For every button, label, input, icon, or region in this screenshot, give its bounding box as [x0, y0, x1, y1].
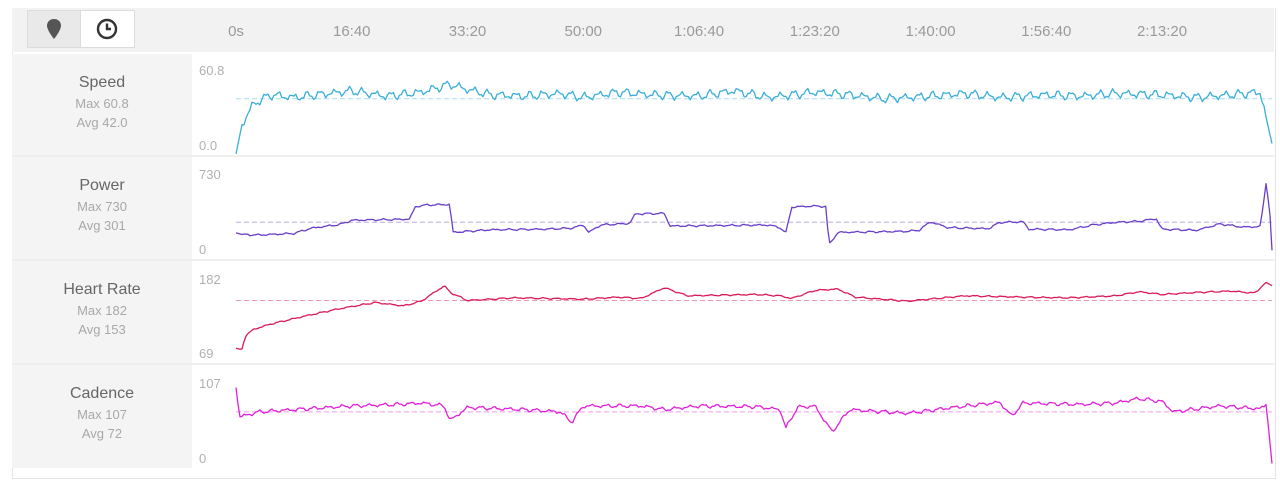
metric-avg: Avg 72 [81, 426, 123, 441]
speed-y-min-label: 0.0 [199, 138, 218, 153]
power-y-max-label: 730 [199, 167, 221, 182]
speed-metric-summary: Speed Max 60.8 Avg 42.0 [12, 54, 192, 155]
power-metric-summary: Power Max 730 Avg 301 [12, 157, 192, 259]
speed-y-max-label: 60.8 [199, 63, 225, 78]
heart-rate-plot-area[interactable] [192, 261, 1274, 363]
metric-name: Power [79, 177, 125, 194]
power-series-line [235, 183, 1273, 251]
clock-icon [96, 18, 118, 40]
power-plot-area[interactable] [192, 157, 1274, 259]
x-tick-label: 50:00 [564, 23, 603, 40]
row-divider [12, 155, 1274, 157]
x-tick-label: 1:06:40 [673, 23, 725, 40]
map-view-button[interactable] [28, 11, 81, 47]
heart-rate-y-min-label: 69 [199, 346, 214, 361]
x-tick-label: 33:20 [448, 23, 487, 40]
heart-rate-metric-summary: Heart Rate Max 182 Avg 153 [12, 261, 192, 363]
row-divider [12, 363, 1274, 365]
view-toggle-group [27, 10, 135, 48]
map-pin-icon [47, 19, 61, 39]
x-tick-label: 1:56:40 [1021, 23, 1072, 40]
row-divider [12, 259, 1274, 261]
metric-avg: Avg 42.0 [76, 115, 128, 130]
chart-toolbar [12, 8, 1274, 52]
cadence-y-min-label: 0 [199, 451, 207, 466]
heart-rate-y-max-label: 182 [199, 272, 221, 287]
x-axis-time-labels: 0s 16:40 33:20 50:00 1:06:40 1:23:20 1:40:00 1:… [0, 0, 1280, 52]
metric-max: Max 107 [77, 407, 127, 422]
x-tick-label: 2:13:20 [1137, 23, 1188, 40]
x-tick-label: 16:40 [332, 23, 371, 40]
metric-max: Max 730 [77, 199, 127, 214]
metric-name: Cadence [69, 385, 135, 402]
cadence-y-max-label: 107 [199, 376, 221, 391]
metric-max: Max 182 [77, 303, 127, 318]
cadence-plot-area[interactable] [192, 365, 1274, 468]
cadence-series-line [235, 387, 1273, 464]
speed-plot-area[interactable] [192, 54, 1274, 155]
metric-avg: Avg 153 [78, 322, 126, 337]
metric-name: Speed [78, 74, 126, 91]
metric-name: Heart Rate [63, 281, 141, 298]
x-tick-label: 0s [228, 23, 244, 40]
x-tick-label: 1:40:00 [905, 23, 956, 40]
power-y-min-label: 0 [199, 242, 207, 257]
time-view-button[interactable] [81, 11, 133, 47]
metric-max: Max 60.8 [75, 96, 129, 111]
heart-rate-series-line [235, 281, 1273, 350]
x-tick-label: 1:23:20 [789, 23, 840, 40]
metric-avg: Avg 301 [78, 218, 126, 233]
cadence-metric-summary: Cadence Max 107 Avg 72 [12, 365, 192, 468]
speed-series-line [235, 80, 1273, 155]
